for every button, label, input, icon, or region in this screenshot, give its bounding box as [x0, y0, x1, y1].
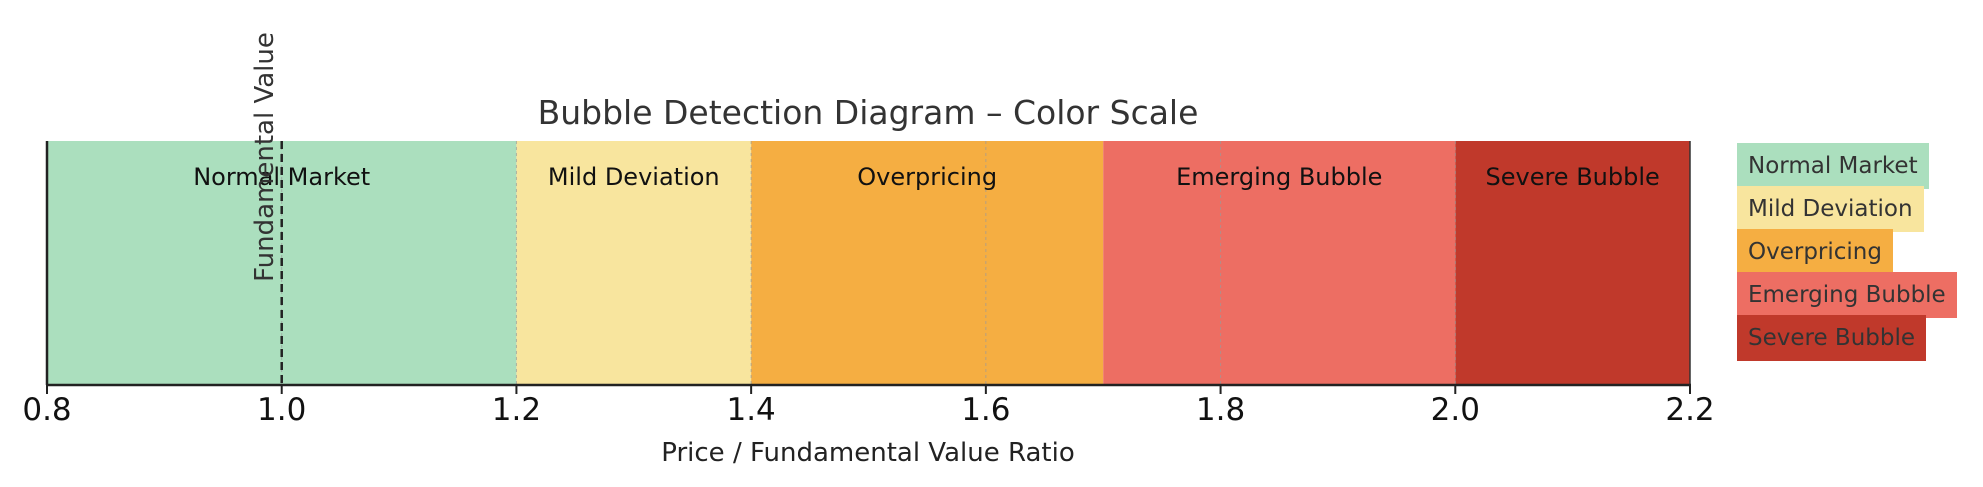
band-3 [751, 141, 1104, 385]
band-label: Emerging Bubble [1176, 163, 1382, 191]
chart-title: Bubble Detection Diagram – Color Scale [538, 93, 1199, 132]
bands-layer [47, 141, 1690, 385]
x-tick-label: 1.2 [492, 392, 541, 428]
reference-line-layer: Fundamental Value [250, 32, 283, 385]
band-5 [1455, 141, 1690, 385]
fundamental-value-label: Fundamental Value [250, 32, 280, 282]
x-tick-label: 2.2 [1665, 392, 1714, 428]
legend-item: Mild Deviation [1737, 186, 1924, 232]
legend-item: Severe Bubble [1737, 315, 1927, 361]
axis-layer: 0.8 1.0 1.2 1.4 1.6 1.8 2.0 2.2 [22, 141, 1715, 428]
x-tick-label: 1.0 [257, 392, 306, 428]
band-2 [516, 141, 752, 385]
band-label: Severe Bubble [1486, 163, 1660, 191]
band-labels-layer: Normal Market Mild Deviation Overpricing Em… [193, 163, 1660, 191]
legend-item: Normal Market [1737, 143, 1929, 189]
x-tick-label: 2.0 [1431, 392, 1480, 428]
legend-item: Emerging Bubble [1737, 272, 1957, 318]
band-label: Mild Deviation [548, 163, 720, 191]
legend-item: Overpricing [1737, 229, 1893, 275]
x-tick-label: 0.8 [22, 392, 71, 428]
x-tick-label: 1.4 [726, 392, 775, 428]
x-tick-label: 1.6 [961, 392, 1010, 428]
band-label: Overpricing [857, 163, 997, 191]
x-axis-label: Price / Fundamental Value Ratio [661, 438, 1074, 468]
x-tick-label: 1.8 [1196, 392, 1245, 428]
band-4 [1103, 141, 1456, 385]
